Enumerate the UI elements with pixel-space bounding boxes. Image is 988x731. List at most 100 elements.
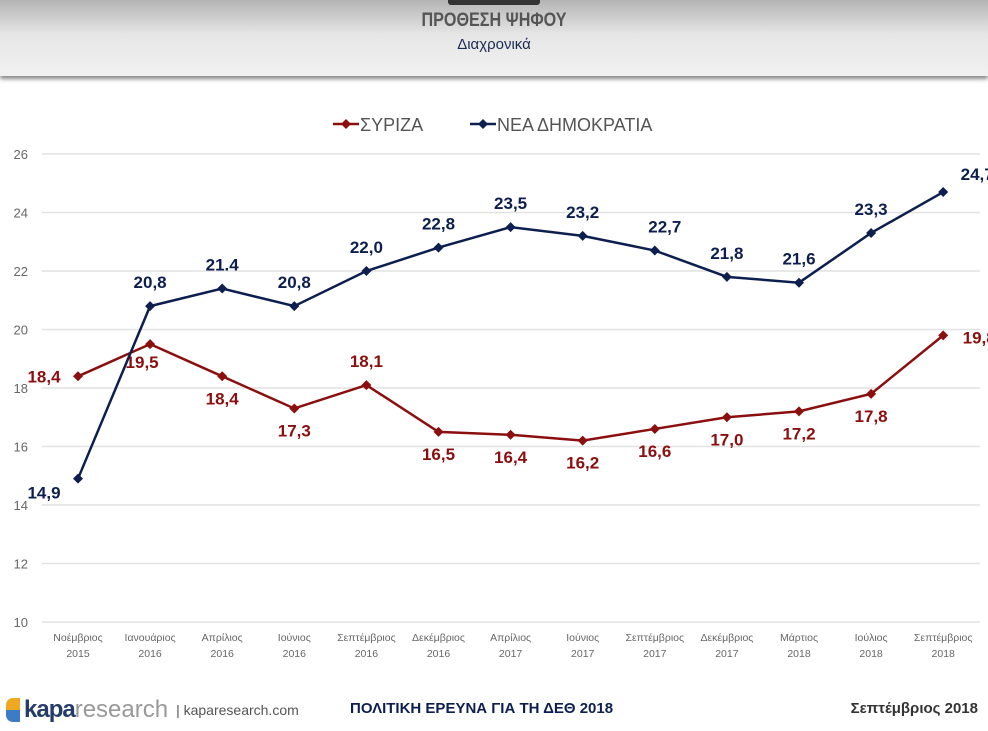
data-label: 21.4 xyxy=(206,256,240,275)
data-point xyxy=(577,435,588,446)
y-tick-label: 20 xyxy=(14,323,28,338)
data-label: 22,0 xyxy=(350,238,383,257)
data-point xyxy=(217,371,228,382)
x-tick-label: 2017 xyxy=(499,648,523,660)
header: ΠΡΟΘΕΣΗ ΨΗΦΟΥ Διαχρονικά xyxy=(0,0,988,76)
x-tick-label: 2016 xyxy=(138,648,162,660)
data-point xyxy=(73,473,83,484)
x-tick-label: Ιούλιος xyxy=(855,632,888,644)
x-tick-label: Απρίλιος xyxy=(490,632,531,644)
x-tick-label: 2016 xyxy=(355,648,379,660)
legend-label: ΣΥΡΙΖΑ xyxy=(360,115,423,135)
data-point xyxy=(866,388,877,399)
data-point xyxy=(433,242,444,253)
data-point xyxy=(938,330,949,341)
data-point xyxy=(794,406,804,417)
x-tick-label: Σεπτέμβριος xyxy=(337,632,396,644)
legend-marker xyxy=(478,119,488,129)
x-tick-label: Νοέμβριος xyxy=(53,632,102,644)
y-tick-label: 18 xyxy=(14,381,28,396)
data-point xyxy=(505,429,516,440)
x-tick-label: 2018 xyxy=(787,648,811,660)
y-tick-label: 10 xyxy=(14,615,28,630)
x-tick-label: Απρίλιος xyxy=(202,632,243,644)
legend-label: ΝΕΑ ΔΗΜΟΚΡΑΤΙΑ xyxy=(497,115,652,135)
data-label: 23,3 xyxy=(855,200,888,219)
data-point xyxy=(217,283,228,294)
x-tick-label: 2017 xyxy=(571,648,595,660)
kapa-research-logo: kapa research | kaparesearch.com xyxy=(6,696,299,724)
x-tick-label: 2015 xyxy=(66,648,90,660)
website-link: | kaparesearch.com xyxy=(176,702,299,718)
x-tick-label: Σεπτέμβριος xyxy=(626,632,685,644)
y-tick-label: 12 xyxy=(14,557,28,572)
data-label: 18,4 xyxy=(27,367,61,386)
x-tick-label: 2018 xyxy=(932,648,956,660)
data-point xyxy=(361,266,372,276)
y-tick-label: 26 xyxy=(14,147,28,162)
logo-mark-icon xyxy=(6,698,20,722)
data-point xyxy=(289,301,300,312)
page-subtitle: Διαχρονικά xyxy=(457,36,531,53)
page-title: ΠΡΟΘΕΣΗ ΨΗΦΟΥ xyxy=(421,10,567,31)
x-tick-label: 2016 xyxy=(211,648,235,660)
data-label: 16,5 xyxy=(422,445,455,464)
x-tick-label: Ιούνιος xyxy=(566,632,599,644)
data-label: 16,6 xyxy=(638,442,671,461)
data-label: 18,1 xyxy=(350,352,383,371)
data-point xyxy=(505,222,516,233)
data-point xyxy=(145,339,156,350)
x-tick-label: Σεπτέμβριος xyxy=(914,632,973,644)
data-label: 21,6 xyxy=(782,250,815,269)
data-label: 22,8 xyxy=(422,215,455,234)
x-tick-label: Ιανουάριος xyxy=(125,632,176,644)
data-label: 19,8 xyxy=(963,328,988,347)
header-tab xyxy=(448,0,540,5)
y-tick-label: 24 xyxy=(14,206,28,221)
logo-text-light: research xyxy=(74,696,169,723)
y-tick-label: 22 xyxy=(14,264,28,279)
data-point xyxy=(649,423,660,434)
data-label: 17,8 xyxy=(855,407,888,426)
data-label: 16,2 xyxy=(566,454,599,473)
data-label: 22,7 xyxy=(648,218,681,237)
data-point xyxy=(721,412,732,423)
data-point xyxy=(721,271,732,282)
data-label: 23,5 xyxy=(494,194,527,213)
x-tick-label: 2016 xyxy=(283,648,307,660)
x-tick-label: Μάρτιος xyxy=(780,632,818,644)
survey-date: Σεπτέμβριος 2018 xyxy=(850,700,978,717)
data-point xyxy=(433,426,444,437)
data-point xyxy=(289,403,300,414)
data-label: 20,8 xyxy=(134,273,167,292)
data-label: 21,8 xyxy=(710,244,743,263)
data-label: 17,2 xyxy=(782,424,815,443)
data-point xyxy=(73,371,83,382)
data-label: 17,0 xyxy=(710,430,743,449)
data-label: 19,5 xyxy=(126,353,159,372)
x-tick-label: 2017 xyxy=(643,648,667,660)
y-tick-label: 16 xyxy=(14,440,28,455)
data-label: 24,7 xyxy=(961,165,988,184)
logo-text-bold: kapa xyxy=(24,696,76,723)
data-point xyxy=(145,301,156,312)
data-point xyxy=(866,227,877,238)
x-tick-label: Δεκέμβριος xyxy=(700,632,753,644)
line-chart: 10 12 14 16 18 20 22 24 26 Νοέμβριος 2015 Ιανουάριο… xyxy=(14,115,988,660)
data-point xyxy=(794,277,804,288)
data-label: 18,4 xyxy=(206,389,240,408)
data-label: 16,4 xyxy=(494,448,528,467)
y-tick-label: 14 xyxy=(14,498,28,513)
x-tick-label: Ιούνιος xyxy=(278,632,311,644)
data-label: 14,9 xyxy=(27,484,60,503)
data-point xyxy=(649,245,660,256)
survey-title: ΠΟΛΙΤΙΚΗ ΕΡΕΥΝΑ ΓΙΑ ΤΗ ΔΕΘ 2018 xyxy=(350,700,614,717)
x-tick-label: Δεκέμβριος xyxy=(412,632,465,644)
x-tick-label: 2018 xyxy=(859,648,883,660)
data-point xyxy=(577,230,588,241)
x-tick-label: 2017 xyxy=(715,648,739,660)
data-point xyxy=(938,187,949,198)
data-label: 20,8 xyxy=(278,273,311,292)
data-point xyxy=(361,380,372,391)
legend-marker xyxy=(341,119,351,129)
